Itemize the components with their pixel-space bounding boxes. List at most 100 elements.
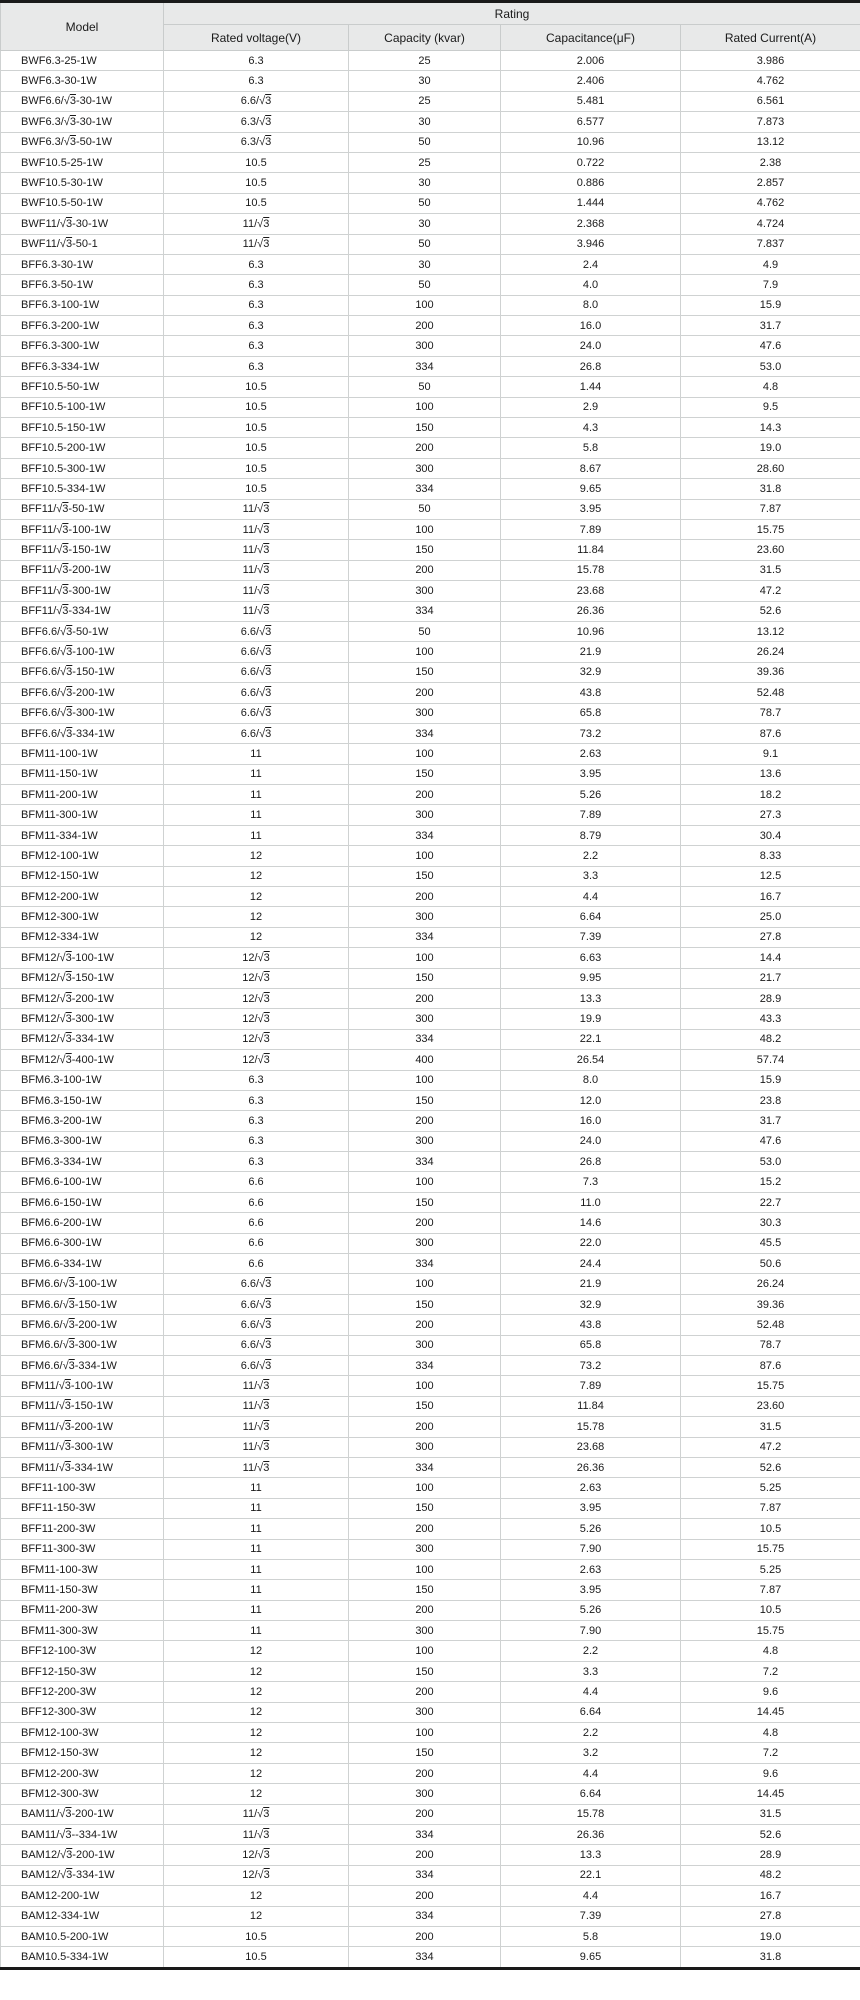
- model-cell: BFM11-150-3W: [0, 1579, 164, 1601]
- capacity-cell: 50: [348, 274, 501, 296]
- current-cell: 23.60: [680, 1395, 860, 1418]
- capacity-cell: 50: [348, 233, 501, 255]
- table-row: BFF11/√3-50-1W 11/√3 50 3.95 7.87: [0, 498, 860, 520]
- capacity-cell: 200: [348, 987, 501, 1010]
- voltage-cell: 6.3: [163, 1089, 349, 1112]
- model-cell: BFF10.5-100-1W: [0, 396, 164, 419]
- voltage-cell: 11/√3: [163, 1375, 349, 1397]
- capacity-cell: 100: [348, 947, 501, 969]
- capacitance-cell: 2.006: [500, 49, 681, 72]
- voltage-cell: 6.3: [163, 70, 349, 92]
- voltage-cell: 11: [163, 804, 349, 826]
- model-cell: BFF12-150-3W: [0, 1660, 164, 1683]
- capacitance-cell: 3.95: [500, 763, 681, 786]
- table-row: BFM12/√3-100-1W 12/√3 100 6.63 14.4: [0, 947, 860, 969]
- capacitance-cell: 2.2: [500, 1722, 681, 1744]
- capacitance-cell: 5.481: [500, 90, 681, 113]
- table-row: BWF11/√3-50-1 11/√3 50 3.946 7.837: [0, 233, 860, 255]
- model-cell: BFF11/√3-334-1W: [0, 600, 164, 622]
- current-cell: 15.2: [680, 1171, 860, 1193]
- voltage-cell: 6.3: [163, 1130, 349, 1153]
- capacity-cell: 200: [348, 1844, 501, 1866]
- capacitance-cell: 7.3: [500, 1171, 681, 1193]
- table-row: BFM12-300-3W 12 300 6.64 14.45: [0, 1783, 860, 1805]
- capacity-cell: 100: [348, 1069, 501, 1091]
- capacitance-cell: 73.2: [500, 722, 681, 745]
- capacitance-cell: 3.95: [500, 1579, 681, 1601]
- capacity-cell: 50: [348, 192, 501, 215]
- table-row: BWF11/√3-30-1W 11/√3 30 2.368 4.724: [0, 213, 860, 235]
- capacitance-cell: 5.8: [500, 1925, 681, 1948]
- voltage-cell: 11/√3: [163, 1823, 349, 1846]
- table-row: BWF6.3/√3-30-1W 6.3/√3 30 6.577 7.873: [0, 111, 860, 133]
- model-cell: BFM12-300-3W: [0, 1783, 164, 1805]
- voltage-cell: 6.3: [163, 1069, 349, 1091]
- model-cell: BAM12-334-1W: [0, 1905, 164, 1927]
- capacitance-cell: 7.89: [500, 1375, 681, 1397]
- voltage-cell: 6.6/√3: [163, 682, 349, 704]
- current-cell: 8.33: [680, 845, 860, 867]
- capacity-cell: 100: [348, 294, 501, 317]
- current-cell: 78.7: [680, 1334, 860, 1357]
- voltage-cell: 11/√3: [163, 539, 349, 561]
- capacitance-cell: 1.44: [500, 376, 681, 398]
- table-row: BFM6.6/√3-334-1W 6.6/√3 334 73.2 87.6: [0, 1354, 860, 1377]
- table-row: BFM12/√3-150-1W 12/√3 150 9.95 21.7: [0, 967, 860, 989]
- current-cell: 10.5: [680, 1599, 860, 1622]
- capacitance-cell: 9.65: [500, 1946, 681, 1969]
- model-cell: BFM12-334-1W: [0, 926, 164, 949]
- capacity-cell: 300: [348, 335, 501, 357]
- table-row: BFM6.6/√3-200-1W 6.6/√3 200 43.8 52.48: [0, 1314, 860, 1336]
- capacitance-cell: 43.8: [500, 1314, 681, 1336]
- capacitance-cell: 5.26: [500, 784, 681, 806]
- capacitance-cell: 2.4: [500, 253, 681, 276]
- table-row: BFF6.3-50-1W 6.3 50 4.0 7.9: [0, 274, 860, 296]
- current-cell: 9.5: [680, 396, 860, 419]
- current-cell: 3.986: [680, 49, 860, 72]
- current-cell: 15.75: [680, 1620, 860, 1642]
- table-row: BAM11/√3--334-1W 11/√3 334 26.36 52.6: [0, 1823, 860, 1846]
- current-cell: 15.9: [680, 1069, 860, 1091]
- table-row: BFM12-334-1W 12 334 7.39 27.8: [0, 926, 860, 949]
- current-cell: 28.9: [680, 987, 860, 1010]
- capacitance-cell: 24.4: [500, 1253, 681, 1275]
- capacity-cell: 30: [348, 70, 501, 92]
- model-cell: BFM6.3-150-1W: [0, 1089, 164, 1112]
- capacity-cell: 200: [348, 886, 501, 908]
- voltage-cell: 12: [163, 1783, 349, 1805]
- model-cell: BWF11/√3-50-1: [0, 233, 164, 255]
- capacitance-cell: 3.95: [500, 498, 681, 520]
- table-row: BFM12-200-3W 12 200 4.4 9.6: [0, 1762, 860, 1785]
- current-cell: 47.6: [680, 1130, 860, 1153]
- table-row: BFF6.3-30-1W 6.3 30 2.4 4.9: [0, 253, 860, 276]
- capacity-cell: 300: [348, 1232, 501, 1255]
- capacity-cell: 200: [348, 1925, 501, 1948]
- voltage-cell: 6.6: [163, 1212, 349, 1234]
- table-row: BAM12/√3-334-1W 12/√3 334 22.1 48.2: [0, 1864, 860, 1887]
- table-header: Model Rating Rated voltage(V) Capacity (…: [0, 1, 860, 51]
- current-cell: 47.6: [680, 335, 860, 357]
- model-cell: BFM6.6-300-1W: [0, 1232, 164, 1255]
- model-cell: BFM11/√3-300-1W: [0, 1436, 164, 1458]
- capacity-cell: 25: [348, 90, 501, 113]
- current-cell: 48.2: [680, 1864, 860, 1887]
- capacitance-cell: 26.36: [500, 1456, 681, 1479]
- current-cell: 48.2: [680, 1028, 860, 1051]
- voltage-cell: 6.6: [163, 1171, 349, 1193]
- capacitance-cell: 4.4: [500, 1762, 681, 1785]
- table-row: BFM12-100-1W 12 100 2.2 8.33: [0, 845, 860, 867]
- capacitance-cell: 26.36: [500, 600, 681, 622]
- capacitance-cell: 16.0: [500, 1110, 681, 1132]
- model-cell: BFM11/√3-150-1W: [0, 1395, 164, 1418]
- voltage-cell: 6.6/√3: [163, 1314, 349, 1336]
- capacitance-cell: 4.3: [500, 417, 681, 439]
- current-cell: 13.12: [680, 131, 860, 153]
- voltage-cell: 11: [163, 1477, 349, 1499]
- model-cell: BFF6.6/√3-50-1W: [0, 620, 164, 643]
- voltage-cell: 12/√3: [163, 987, 349, 1010]
- table-row: BFM11/√3-334-1W 11/√3 334 26.36 52.6: [0, 1456, 860, 1479]
- voltage-cell: 11: [163, 1538, 349, 1560]
- capacity-cell: 334: [348, 1946, 501, 1969]
- model-cell: BFM12/√3-334-1W: [0, 1028, 164, 1051]
- capacity-cell: 200: [348, 784, 501, 806]
